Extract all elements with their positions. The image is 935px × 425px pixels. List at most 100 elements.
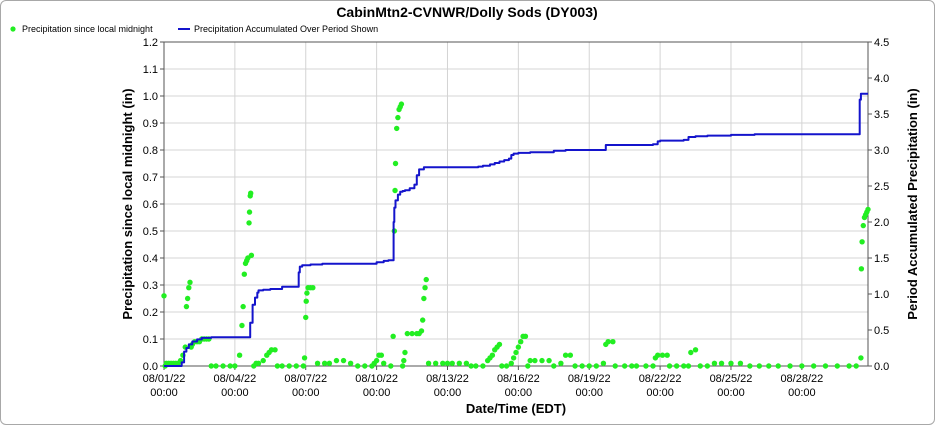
daily-precip-point [456, 360, 463, 366]
daily-precip-point [161, 293, 167, 299]
daily-precip-point [404, 330, 411, 337]
daily-precip-point [522, 333, 529, 339]
x-tick-date: 08/19/22 [568, 373, 611, 385]
x-tick-date: 08/04/22 [213, 373, 256, 385]
daily-precip-point [775, 363, 781, 369]
daily-precip-point [187, 279, 193, 285]
daily-precip-point [423, 276, 429, 283]
y2-tick-label: 1.0 [874, 289, 889, 301]
daily-precip-point [213, 363, 219, 369]
daily-precip-point [539, 357, 545, 364]
daily-precip-point [418, 328, 425, 334]
daily-precip-point [304, 290, 310, 296]
daily-precip-point [666, 363, 673, 369]
y2-axis-ticks: 0.0 0.5 1.0 1.5 2.0 2.5 3.0 3.5 4.0 4.5 [868, 37, 889, 373]
daily-precip-point [274, 363, 281, 369]
daily-precip-point [303, 314, 309, 321]
daily-precip-point [858, 266, 865, 272]
daily-precip-point [756, 363, 763, 369]
daily-precip-point [659, 352, 666, 358]
daily-precip-point [697, 363, 703, 369]
daily-precip-point [834, 363, 840, 369]
daily-precip-point [711, 360, 718, 366]
x-tick-time: 00:00 [788, 387, 816, 399]
daily-precip-point [409, 330, 415, 337]
y2-tick-label: 3.5 [874, 109, 889, 121]
daily-precip-point [681, 363, 687, 369]
daily-precip-point [255, 360, 262, 366]
accumulated-precip-line [164, 92, 868, 367]
daily-precip-point [600, 360, 607, 366]
daily-precip-point [373, 357, 380, 364]
daily-precip-point [272, 347, 278, 353]
daily-precip-point [572, 363, 578, 369]
y2-tick-label: 4.5 [874, 37, 889, 49]
daily-precip-point [664, 352, 670, 358]
y2-tick-label: 2.5 [874, 181, 889, 193]
daily-precip-point [508, 360, 514, 366]
daily-precip-point [395, 114, 401, 121]
daily-precip-point [860, 222, 866, 229]
daily-precip-point [655, 352, 661, 358]
daily-precip-point [422, 285, 428, 291]
legend-label-daily: Precipitation since local midnight [22, 24, 153, 34]
daily-precip-point [558, 360, 564, 366]
daily-precip-points [161, 101, 871, 369]
daily-precip-point [503, 363, 510, 369]
daily-precip-point [314, 360, 321, 366]
y-tick-label: 0.6 [143, 199, 158, 211]
y-tick-label: 0.4 [143, 253, 158, 265]
chart-title: CabinMtn2-CVNWR/Dolly Sods (DY003) [336, 4, 597, 20]
daily-precip-point [390, 333, 396, 339]
x-tick-date: 08/01/22 [143, 373, 186, 385]
daily-precip-point [737, 360, 744, 366]
daily-precip-point [393, 125, 400, 132]
legend-label-accumulated: Precipitation Accumulated Over Period Sh… [194, 24, 378, 34]
daily-precip-point [822, 363, 829, 369]
x-tick-time: 00:00 [505, 387, 533, 399]
y2-tick-label: 0.5 [874, 325, 889, 337]
daily-precip-point [402, 349, 408, 356]
daily-precip-point [685, 363, 692, 369]
x-axis-title: Date/Time (EDT) [466, 401, 566, 416]
daily-precip-point [240, 303, 246, 310]
daily-precip-point [499, 363, 505, 369]
daily-precip-point [810, 363, 817, 369]
daily-precip-point [279, 363, 285, 369]
daily-precip-point [859, 239, 865, 245]
daily-precip-point [605, 339, 611, 345]
daily-precip-point [186, 285, 192, 291]
y-tick-label: 0.9 [143, 118, 158, 130]
daily-precip-point [401, 357, 407, 364]
daily-precip-point [579, 363, 585, 369]
daily-precip-point [392, 187, 398, 194]
daily-precip-point [340, 357, 347, 364]
x-tick-date: 08/16/22 [497, 373, 540, 385]
y-tick-label: 0.1 [143, 334, 158, 346]
daily-precip-point [248, 190, 254, 196]
y-tick-label: 0.2 [143, 307, 158, 319]
daily-precip-point [286, 363, 292, 369]
daily-precip-point [480, 363, 486, 369]
x-tick-time: 00:00 [292, 387, 320, 399]
x-tick-time: 00:00 [221, 387, 249, 399]
daily-precip-point [440, 360, 446, 366]
daily-precip-point [728, 360, 734, 366]
daily-precip-point [846, 363, 852, 369]
daily-precip-point [527, 357, 533, 364]
y2-tick-label: 4.0 [874, 73, 889, 85]
daily-precip-point [310, 285, 316, 291]
y-axis-title: Precipitation since local midnight (in) [120, 88, 135, 319]
daily-precip-point [633, 363, 640, 369]
daily-precip-point [489, 352, 496, 358]
plot-area-border [163, 41, 869, 367]
daily-precip-point [787, 363, 793, 369]
daily-precip-point [248, 252, 255, 258]
daily-precip-point [347, 360, 354, 366]
daily-precip-point [246, 209, 253, 215]
x-tick-time: 00:00 [434, 387, 462, 399]
daily-precip-point [799, 363, 805, 369]
daily-precip-point [643, 363, 649, 369]
daily-precip-point [532, 357, 538, 364]
